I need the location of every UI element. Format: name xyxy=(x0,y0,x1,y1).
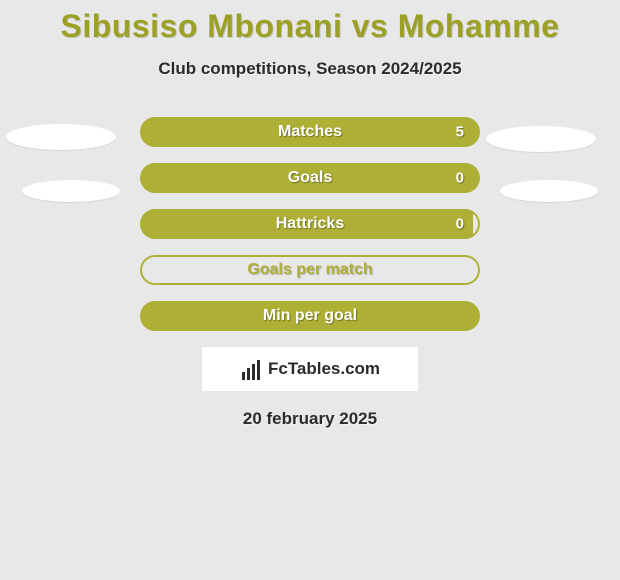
side-ellipse xyxy=(500,180,598,202)
stat-bar-value: 5 xyxy=(456,124,464,141)
stat-bar-value: 0 xyxy=(456,216,464,233)
stat-bar: Min per goal xyxy=(140,301,480,331)
stat-bar: Hattricks 0 xyxy=(140,209,480,239)
stat-bar-label: Goals per match xyxy=(247,261,372,279)
page-title: Sibusiso Mbonani vs Mohamme xyxy=(0,0,620,45)
stat-bar-value: 0 xyxy=(456,170,464,187)
side-ellipse xyxy=(22,180,120,202)
comparison-bars: Matches 5 Goals 0 Hattricks 0 Goals per match M… xyxy=(140,117,480,331)
stat-bar-label: Min per goal xyxy=(263,307,357,325)
stat-bar-label: Matches xyxy=(278,123,342,141)
bar-chart-icon xyxy=(240,358,262,380)
brand-label: FcTables.com xyxy=(268,359,380,379)
side-ellipse xyxy=(6,124,116,150)
stat-bar: Matches 5 xyxy=(140,117,480,147)
stat-bar-label: Goals xyxy=(288,169,332,187)
stat-bar: Goals 0 xyxy=(140,163,480,193)
side-ellipse xyxy=(486,126,596,152)
subtitle: Club competitions, Season 2024/2025 xyxy=(0,59,620,79)
brand-box[interactable]: FcTables.com xyxy=(202,347,418,391)
update-date: 20 february 2025 xyxy=(0,409,620,429)
stat-bar: Goals per match xyxy=(140,255,480,285)
stat-bar-label: Hattricks xyxy=(276,215,344,233)
